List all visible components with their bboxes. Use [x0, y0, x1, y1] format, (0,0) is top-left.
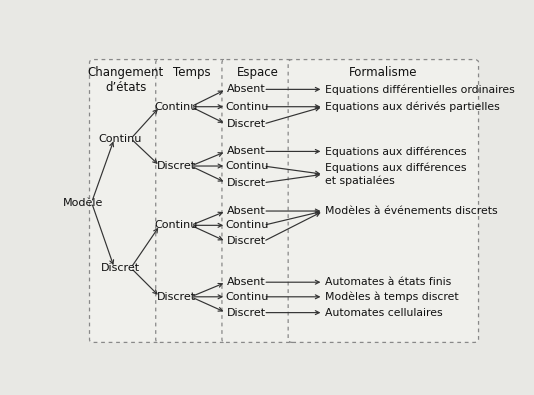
FancyBboxPatch shape: [288, 60, 478, 342]
Text: Absent: Absent: [227, 277, 266, 287]
FancyBboxPatch shape: [156, 60, 228, 342]
Text: Formalisme: Formalisme: [349, 66, 418, 79]
Text: Equations aux dérivés partielles: Equations aux dérivés partielles: [325, 102, 500, 112]
Text: Equations aux différences
et spatialées: Equations aux différences et spatialées: [325, 162, 467, 186]
Text: Changement
d’états: Changement d’états: [88, 66, 164, 94]
Text: Discret: Discret: [157, 292, 196, 302]
Text: Discret: Discret: [227, 178, 266, 188]
Text: Temps: Temps: [173, 66, 210, 79]
Text: Automates à états finis: Automates à états finis: [325, 277, 452, 287]
Text: Modèles à temps discret: Modèles à temps discret: [325, 292, 459, 302]
Text: Automates cellulaires: Automates cellulaires: [325, 308, 443, 318]
Text: Discret: Discret: [157, 161, 196, 171]
Text: Discret: Discret: [227, 308, 266, 318]
Text: Continu: Continu: [99, 134, 142, 144]
FancyBboxPatch shape: [222, 60, 294, 342]
Text: Discret: Discret: [227, 237, 266, 246]
FancyBboxPatch shape: [90, 60, 162, 342]
Text: Espace: Espace: [237, 66, 279, 79]
Text: Continu: Continu: [225, 292, 269, 302]
Text: Continu: Continu: [225, 161, 269, 171]
Text: Equations différentielles ordinaires: Equations différentielles ordinaires: [325, 84, 515, 95]
Text: Modèles à événements discrets: Modèles à événements discrets: [325, 206, 498, 216]
Text: Absent: Absent: [227, 147, 266, 156]
Text: Continu: Continu: [225, 102, 269, 112]
Text: Equations aux différences: Equations aux différences: [325, 146, 467, 157]
Text: Continu: Continu: [155, 220, 198, 230]
Text: Continu: Continu: [225, 220, 269, 230]
Text: Discret: Discret: [227, 119, 266, 129]
Text: Discret: Discret: [101, 263, 140, 273]
Text: Absent: Absent: [227, 206, 266, 216]
Text: Absent: Absent: [227, 85, 266, 94]
Text: Continu: Continu: [155, 102, 198, 112]
Text: Modèle: Modèle: [63, 198, 104, 207]
